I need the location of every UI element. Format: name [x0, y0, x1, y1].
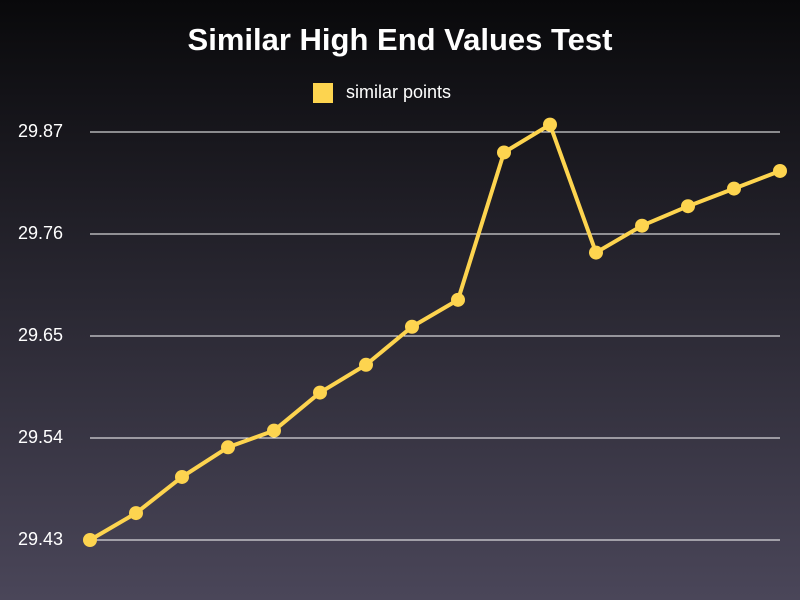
- point: [267, 423, 281, 438]
- point: [589, 245, 603, 260]
- point: [681, 199, 695, 214]
- y-tick-label: 29.76: [18, 223, 63, 243]
- line: [88, 122, 781, 542]
- y-tick-label: 29.54: [18, 427, 63, 447]
- point: [129, 506, 143, 521]
- point: [83, 533, 97, 547]
- point: [359, 357, 373, 372]
- point: [313, 385, 327, 400]
- legend-label: similar points: [346, 82, 451, 102]
- point: [497, 145, 511, 160]
- legend-swatch: [313, 83, 333, 103]
- point: [175, 469, 189, 484]
- point: [405, 319, 419, 334]
- chart-title: Similar High End Values Test: [188, 22, 613, 57]
- y-tick-label: 29.43: [18, 529, 63, 549]
- point: [727, 181, 741, 196]
- point: [221, 440, 235, 455]
- point: [543, 117, 557, 132]
- y-tick-label: 29.65: [18, 325, 63, 345]
- y-tick-label: 29.87: [18, 121, 63, 141]
- point: [773, 163, 787, 178]
- point: [635, 218, 649, 233]
- point: [451, 292, 465, 307]
